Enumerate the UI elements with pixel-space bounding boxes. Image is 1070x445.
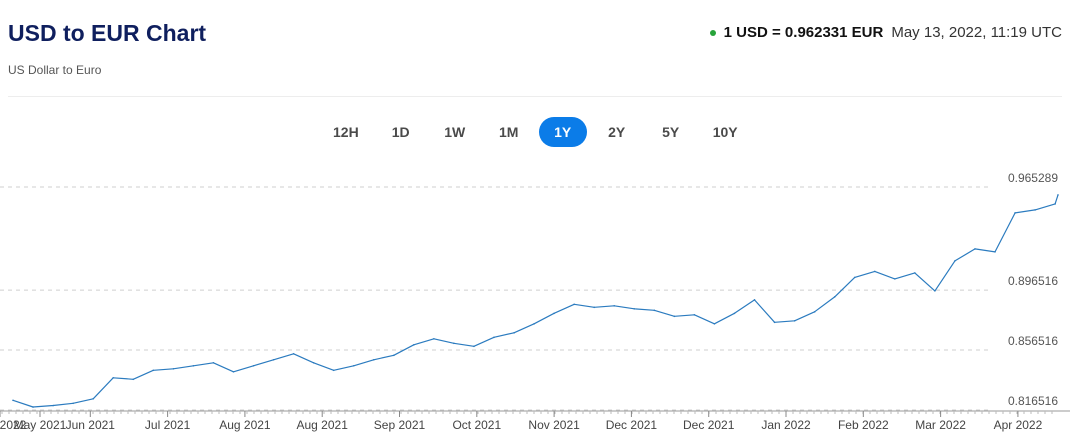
data-point [613,305,616,307]
data-point [894,278,896,280]
data-point [753,299,756,301]
data-point [934,290,936,292]
data-point [12,399,14,402]
data-point [92,397,94,400]
range-tab-12h[interactable]: 12H [333,124,359,140]
data-point [633,308,636,310]
data-point [413,344,415,346]
data-point [232,371,235,373]
range-tab-10y[interactable]: 10Y [712,124,738,140]
data-point [132,378,135,381]
data-point [673,315,676,318]
data-point [1034,209,1036,211]
data-point [813,311,816,313]
x-tick-label: Jan 2022 [761,418,811,432]
data-point [954,260,956,262]
rate-line [12,194,1059,408]
page-subtitle: US Dollar to Euro [8,63,102,77]
range-tab-1w[interactable]: 1W [444,124,466,140]
data-point [693,314,696,316]
range-tab-1y[interactable]: 1Y [538,117,587,147]
data-point [1057,194,1059,196]
data-point [172,368,175,370]
data-point [192,365,195,367]
data-point [152,369,155,372]
y-tick-label: 0.965289 [1008,171,1058,185]
data-point [493,336,495,339]
x-tick-label: May 2021 [14,418,67,432]
range-tab-5y[interactable]: 5Y [662,124,680,140]
data-point [773,321,776,324]
data-point [332,369,335,372]
data-point [994,251,996,253]
data-point [573,303,575,306]
rate-quote: 1 USD = 0.962331 EUR May 13, 2022, 11:19… [709,24,1062,41]
rate-chart: 0.965289 0.896516 0.856516 0.816516 May 2021… [0,171,1070,432]
page-title: USD to EUR Chart [8,20,207,46]
range-tab-2y[interactable]: 2Y [608,124,626,140]
data-point [873,270,876,273]
x-tick-label: Mar 2022 [915,418,966,432]
data-point [793,320,796,322]
y-tick-label: 0.856516 [1008,334,1058,348]
data-point [853,276,856,279]
header-divider [8,96,1062,97]
x-tick-label: Dec 2021 [683,418,735,432]
data-point [713,323,716,325]
data-point [553,312,555,315]
range-tabs: 12H 1D 1W 1M 1Y 2Y 5Y 10Y [321,117,756,147]
data-point [453,342,455,345]
rate-timestamp: May 13, 2022, 11:19 UTC [891,24,1062,41]
data-point [833,296,836,298]
data-point [914,272,916,274]
x-tick-label: May 2022 [0,418,27,432]
data-point [352,365,355,367]
data-point [112,376,115,379]
x-tick-label: Jun 2021 [66,418,116,432]
data-point [252,365,255,367]
data-point [593,306,595,309]
data-point [52,404,54,407]
x-tick-label: Oct 2021 [452,418,501,432]
data-point [513,332,515,334]
x-tick-label: Aug 2021 [219,418,271,432]
data-point [32,406,34,408]
data-point [292,353,295,355]
x-tick-label: Apr 2022 [994,418,1043,432]
rate-quote-text: 1 USD = 0.962331 EUR [723,24,884,41]
range-tab-1m[interactable]: 1M [498,124,519,140]
data-point [272,359,275,361]
data-point [433,338,435,340]
x-tick-label: Nov 2021 [528,418,580,432]
x-tick-label: Aug 2021 [297,418,349,432]
data-point [392,354,395,357]
data-point [72,402,74,405]
data-point [312,362,315,364]
data-point [1054,203,1056,205]
data-point [653,309,656,312]
data-point [733,312,736,315]
data-point [974,248,976,250]
data-point [212,362,215,364]
data-point [473,345,475,348]
data-point [372,359,375,361]
live-status-icon [709,29,716,36]
y-tick-label: 0.896516 [1008,274,1058,288]
data-point [533,323,535,325]
x-tick-label: Feb 2022 [838,418,889,432]
y-tick-label: 0.816516 [1008,394,1058,408]
x-tick-label: Sep 2021 [374,418,426,432]
range-tab-1d[interactable]: 1D [391,124,410,140]
x-tick-label: Dec 2021 [606,418,658,432]
x-tick-label: Jul 2021 [145,418,191,432]
data-point [1014,212,1016,214]
